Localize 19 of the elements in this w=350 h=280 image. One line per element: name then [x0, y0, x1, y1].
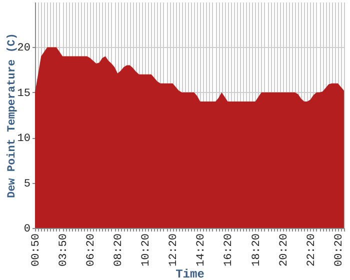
x-tick-label: 20:20 — [278, 234, 290, 267]
y-tick-label: 5 — [24, 178, 30, 190]
x-tick-label: 00:50 — [30, 234, 42, 267]
x-tick-label: 18:20 — [250, 234, 263, 267]
x-tick-label: 00:20 — [333, 234, 346, 267]
y-axis-title: Dew Point Temperature (C) — [6, 32, 18, 198]
x-tick-label: 06:20 — [86, 234, 98, 267]
x-tick-label: 03:50 — [58, 234, 70, 267]
y-tick-label: 0 — [24, 224, 30, 236]
x-tick-label: 16:20 — [223, 234, 236, 267]
x-tick-label: 14:20 — [196, 234, 208, 267]
y-tick-label: 20 — [17, 42, 30, 55]
y-tick-label: 10 — [17, 133, 30, 146]
x-tick-label: 08:20 — [113, 234, 126, 267]
x-tick-label: 12:20 — [168, 234, 180, 267]
x-axis-title: Time — [176, 268, 204, 280]
x-tick-label: 10:20 — [140, 234, 153, 267]
y-tick-label: 15 — [17, 88, 30, 100]
x-tick-label: 22:20 — [306, 234, 318, 267]
